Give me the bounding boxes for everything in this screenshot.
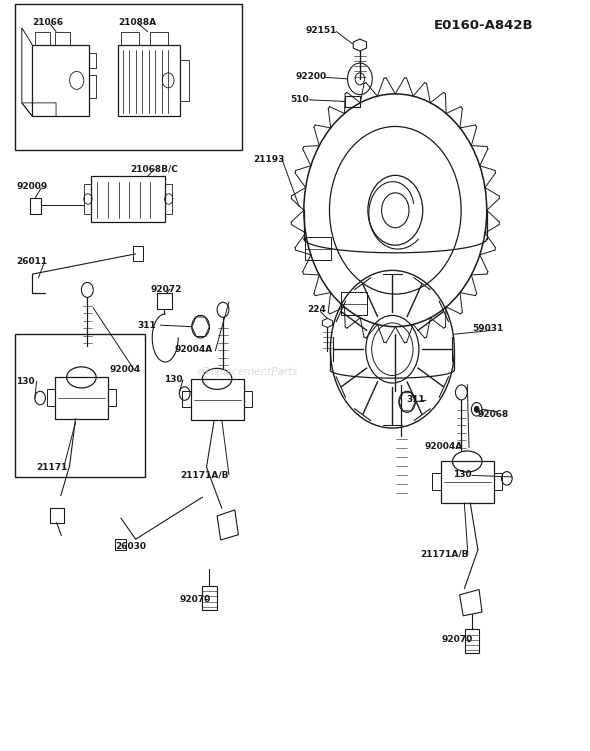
Bar	[182, 391, 191, 407]
Bar	[55, 32, 70, 45]
Text: 21193: 21193	[254, 155, 285, 164]
Text: 21171A/B: 21171A/B	[180, 470, 228, 479]
Bar	[304, 237, 330, 260]
Bar	[121, 32, 139, 45]
Text: 92004: 92004	[109, 365, 140, 374]
Bar	[88, 75, 96, 98]
Bar	[441, 461, 494, 503]
Text: eReplacementParts: eReplacementParts	[197, 366, 299, 377]
Bar	[180, 60, 189, 101]
Bar	[50, 508, 64, 523]
Bar	[133, 246, 143, 261]
Text: 130: 130	[164, 375, 183, 384]
Text: 224: 224	[307, 305, 326, 314]
Text: 311: 311	[137, 321, 156, 330]
Text: 510: 510	[290, 95, 309, 104]
Text: 92070: 92070	[180, 595, 211, 604]
Bar	[432, 473, 441, 490]
Bar	[165, 184, 172, 214]
Bar	[244, 391, 252, 407]
Text: 130: 130	[17, 377, 35, 386]
Bar	[157, 293, 172, 309]
Text: 92004A: 92004A	[174, 345, 212, 354]
Bar	[191, 379, 244, 421]
Bar	[15, 4, 242, 150]
Bar	[202, 586, 217, 610]
Bar	[345, 96, 360, 107]
Bar	[494, 473, 502, 490]
Text: 92200: 92200	[295, 72, 326, 81]
Bar	[118, 45, 180, 116]
Bar	[55, 378, 108, 419]
Text: 92070: 92070	[441, 635, 473, 644]
Text: 21088A: 21088A	[118, 18, 156, 27]
Text: 92068: 92068	[478, 410, 509, 419]
Text: 92072: 92072	[150, 285, 182, 294]
Text: 21171A/B: 21171A/B	[420, 550, 468, 559]
Bar	[88, 53, 96, 68]
Text: 92004A: 92004A	[425, 442, 463, 451]
Text: 26030: 26030	[115, 542, 146, 551]
Text: 59031: 59031	[472, 324, 503, 333]
Text: 311: 311	[406, 395, 425, 404]
Text: 26011: 26011	[17, 257, 48, 266]
Circle shape	[474, 406, 479, 412]
Text: 21066: 21066	[32, 18, 64, 27]
Bar	[47, 389, 55, 406]
Bar	[30, 198, 41, 214]
Bar	[341, 292, 367, 315]
Bar	[15, 334, 145, 477]
Text: 130: 130	[453, 470, 472, 479]
Text: 92009: 92009	[17, 182, 48, 191]
Bar	[150, 32, 168, 45]
Bar	[84, 184, 91, 214]
Text: 21068B/C: 21068B/C	[130, 164, 178, 173]
Bar	[32, 45, 88, 116]
Bar	[91, 176, 165, 222]
Bar	[35, 32, 50, 45]
Text: 21171: 21171	[37, 463, 68, 472]
Bar	[115, 539, 126, 550]
Text: E0160-A842B: E0160-A842B	[434, 19, 533, 32]
Bar	[465, 629, 479, 653]
Text: 92151: 92151	[306, 26, 337, 35]
Bar	[108, 389, 116, 406]
